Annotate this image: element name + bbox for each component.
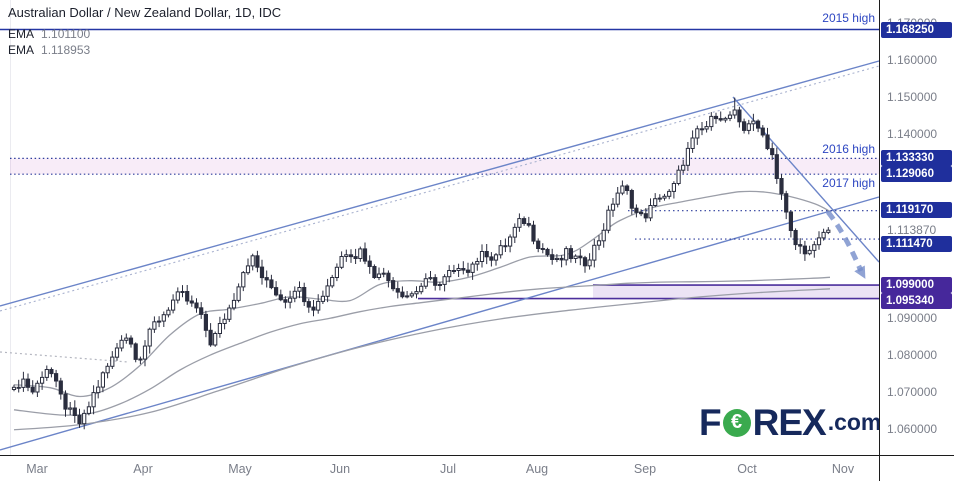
- price-tick-label: 1.160000: [887, 53, 938, 67]
- old-dotted-trendline[interactable]: [0, 351, 129, 363]
- time-tick-label: Aug: [525, 462, 549, 476]
- projection-arrow-head[interactable]: [854, 265, 866, 279]
- support-zone-purple[interactable]: [593, 285, 879, 299]
- price-level-badge: 1.133330: [881, 150, 952, 166]
- time-tick-label: Sep: [633, 462, 657, 476]
- price-tick-label: 1.150000: [887, 90, 938, 104]
- time-tick-label: May: [228, 462, 252, 476]
- level-annotation-2017-high[interactable]: 2017 high: [822, 176, 875, 190]
- price-tick-label: 1.140000: [887, 127, 938, 141]
- logo-euro-circle-icon: €: [722, 408, 751, 437]
- logo-letter-f: F: [699, 402, 722, 443]
- channel-upper-trendline[interactable]: [0, 60, 880, 307]
- time-tick-label: Oct: [737, 462, 757, 476]
- ema-fast-line[interactable]: [13, 190, 831, 398]
- time-tick-label: Jun: [329, 462, 351, 476]
- price-level-badge: 1.129060: [881, 166, 952, 182]
- indicator-name: EMA: [8, 43, 35, 57]
- price-level-badge: 1.099000: [881, 277, 952, 293]
- time-scale[interactable]: Mar Apr May Jun Jul Aug Sep Oct Nov: [0, 456, 954, 488]
- level-annotation-2016-high[interactable]: 2016 high: [822, 142, 875, 156]
- level-annotation-2015-high[interactable]: 2015 high: [822, 11, 875, 25]
- time-tick-label: Mar: [26, 462, 48, 476]
- indicator-legend-ema1[interactable]: EMA 1.101100: [8, 27, 90, 41]
- symbol-title: Australian Dollar / New Zealand Dollar, …: [8, 5, 282, 20]
- price-tick-label: 1.090000: [887, 311, 938, 325]
- indicator-value: 1.101100: [41, 27, 91, 41]
- forex-com-watermark: F € REX .com: [699, 404, 881, 441]
- resistance-zone-2016[interactable]: [10, 158, 879, 175]
- price-level-badge: 1.095340: [881, 293, 952, 309]
- price-tick-label: 1.060000: [887, 422, 938, 436]
- ema-long-line[interactable]: [13, 288, 831, 431]
- time-tick-label: Apr: [133, 462, 153, 476]
- candlestick-series[interactable]: [11, 97, 831, 430]
- channel-lower-trendline[interactable]: [0, 196, 880, 451]
- price-level-badge: 1.168250: [881, 22, 952, 38]
- current-price-label: 1.113870: [887, 223, 937, 237]
- logo-dotcom: .com: [827, 409, 882, 435]
- projection-arrow-shaft[interactable]: [826, 210, 864, 273]
- indicator-value: 1.118953: [41, 43, 91, 57]
- price-tick-label: 1.080000: [887, 348, 938, 362]
- indicator-legend-ema2[interactable]: EMA 1.118953: [8, 43, 90, 57]
- price-level-badge: 1.119170: [881, 202, 952, 218]
- ema-slow-line[interactable]: [13, 276, 831, 416]
- time-tick-label: Nov: [831, 462, 855, 476]
- channel-upper-dotted-line[interactable]: [0, 65, 880, 312]
- price-level-badge: 1.111470: [881, 236, 952, 252]
- price-scale-border: [879, 0, 880, 481]
- logo-letters-rex: REX: [752, 402, 827, 443]
- price-scale[interactable]: 1.1700001.1600001.1500001.1400001.090000…: [880, 0, 954, 455]
- time-tick-label: Jul: [440, 462, 456, 476]
- price-tick-label: 1.070000: [887, 385, 938, 399]
- indicator-name: EMA: [8, 27, 35, 41]
- time-scale-border: [0, 455, 954, 456]
